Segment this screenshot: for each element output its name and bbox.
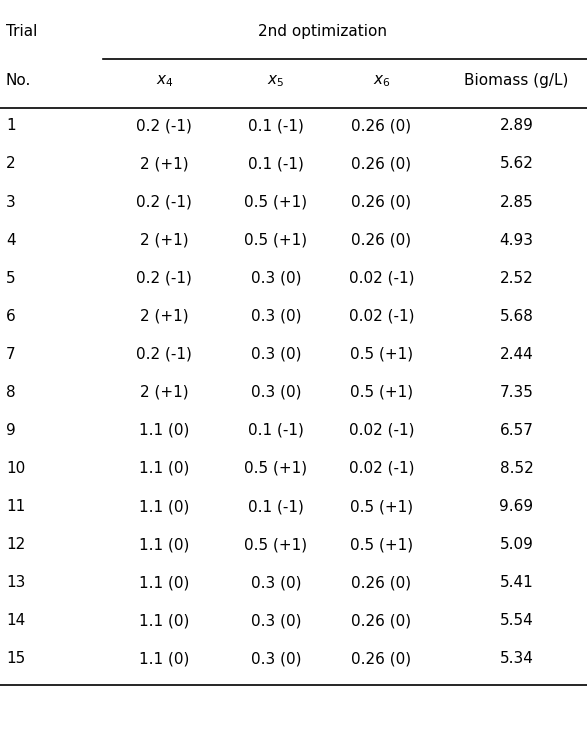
Text: 9.69: 9.69 [500,499,534,514]
Text: No.: No. [6,73,31,88]
Text: 0.1 (-1): 0.1 (-1) [248,157,304,171]
Text: 0.26 (0): 0.26 (0) [352,575,411,590]
Text: 3: 3 [6,195,16,209]
Text: 14: 14 [6,613,25,628]
Text: 4.93: 4.93 [500,233,534,247]
Text: Trial: Trial [6,24,37,39]
Text: 0.26 (0): 0.26 (0) [352,157,411,171]
Text: 0.5 (+1): 0.5 (+1) [244,233,308,247]
Text: 5.68: 5.68 [500,309,534,324]
Text: 0.26 (0): 0.26 (0) [352,233,411,247]
Text: 0.02 (-1): 0.02 (-1) [349,461,414,476]
Text: 8: 8 [6,385,15,400]
Text: 0.2 (-1): 0.2 (-1) [136,119,193,133]
Text: 0.1 (-1): 0.1 (-1) [248,423,304,438]
Text: 0.26 (0): 0.26 (0) [352,651,411,666]
Text: 0.3 (0): 0.3 (0) [251,651,301,666]
Text: 0.2 (-1): 0.2 (-1) [136,347,193,362]
Text: 0.1 (-1): 0.1 (-1) [248,119,304,133]
Text: 0.1 (-1): 0.1 (-1) [248,499,304,514]
Text: 6: 6 [6,309,16,324]
Text: 5.54: 5.54 [500,613,534,628]
Text: 0.3 (0): 0.3 (0) [251,271,301,285]
Text: 0.3 (0): 0.3 (0) [251,309,301,324]
Text: 0.3 (0): 0.3 (0) [251,613,301,628]
Text: 0.5 (+1): 0.5 (+1) [350,499,413,514]
Text: 2 (+1): 2 (+1) [140,233,188,247]
Text: 2.89: 2.89 [500,119,534,133]
Text: 0.5 (+1): 0.5 (+1) [350,537,413,552]
Text: 2.44: 2.44 [500,347,534,362]
Text: 5.41: 5.41 [500,575,534,590]
Text: 1.1 (0): 1.1 (0) [139,613,190,628]
Text: 8.52: 8.52 [500,461,534,476]
Text: 5: 5 [6,271,15,285]
Text: 0.02 (-1): 0.02 (-1) [349,309,414,324]
Text: 4: 4 [6,233,15,247]
Text: 0.5 (+1): 0.5 (+1) [350,347,413,362]
Text: 0.02 (-1): 0.02 (-1) [349,271,414,285]
Text: 2.52: 2.52 [500,271,534,285]
Text: 0.26 (0): 0.26 (0) [352,119,411,133]
Text: 0.26 (0): 0.26 (0) [352,195,411,209]
Text: 0.2 (-1): 0.2 (-1) [136,195,193,209]
Text: 0.5 (+1): 0.5 (+1) [350,385,413,400]
Text: 9: 9 [6,423,16,438]
Text: 0.5 (+1): 0.5 (+1) [244,461,308,476]
Text: 0.2 (-1): 0.2 (-1) [136,271,193,285]
Text: 1.1 (0): 1.1 (0) [139,537,190,552]
Text: 0.5 (+1): 0.5 (+1) [244,537,308,552]
Text: 1.1 (0): 1.1 (0) [139,499,190,514]
Text: $x_6$: $x_6$ [373,73,390,89]
Text: 10: 10 [6,461,25,476]
Text: 2nd optimization: 2nd optimization [258,24,387,39]
Text: 7: 7 [6,347,15,362]
Text: 15: 15 [6,651,25,666]
Text: 13: 13 [6,575,25,590]
Text: 1.1 (0): 1.1 (0) [139,651,190,666]
Text: 11: 11 [6,499,25,514]
Text: 1.1 (0): 1.1 (0) [139,461,190,476]
Text: Biomass (g/L): Biomass (g/L) [464,73,569,88]
Text: 0.26 (0): 0.26 (0) [352,613,411,628]
Text: 2 (+1): 2 (+1) [140,309,188,324]
Text: 5.62: 5.62 [500,157,534,171]
Text: 0.3 (0): 0.3 (0) [251,347,301,362]
Text: 7.35: 7.35 [500,385,534,400]
Text: 1: 1 [6,119,15,133]
Text: 1.1 (0): 1.1 (0) [139,423,190,438]
Text: 5.09: 5.09 [500,537,534,552]
Text: 5.34: 5.34 [500,651,534,666]
Text: 2.85: 2.85 [500,195,534,209]
Text: 0.3 (0): 0.3 (0) [251,385,301,400]
Text: 0.3 (0): 0.3 (0) [251,575,301,590]
Text: 2 (+1): 2 (+1) [140,157,188,171]
Text: 1.1 (0): 1.1 (0) [139,575,190,590]
Text: 12: 12 [6,537,25,552]
Text: 0.5 (+1): 0.5 (+1) [244,195,308,209]
Text: 2 (+1): 2 (+1) [140,385,188,400]
Text: $x_5$: $x_5$ [267,73,285,89]
Text: 6.57: 6.57 [500,423,534,438]
Text: 0.02 (-1): 0.02 (-1) [349,423,414,438]
Text: 2: 2 [6,157,15,171]
Text: $x_4$: $x_4$ [156,73,173,89]
